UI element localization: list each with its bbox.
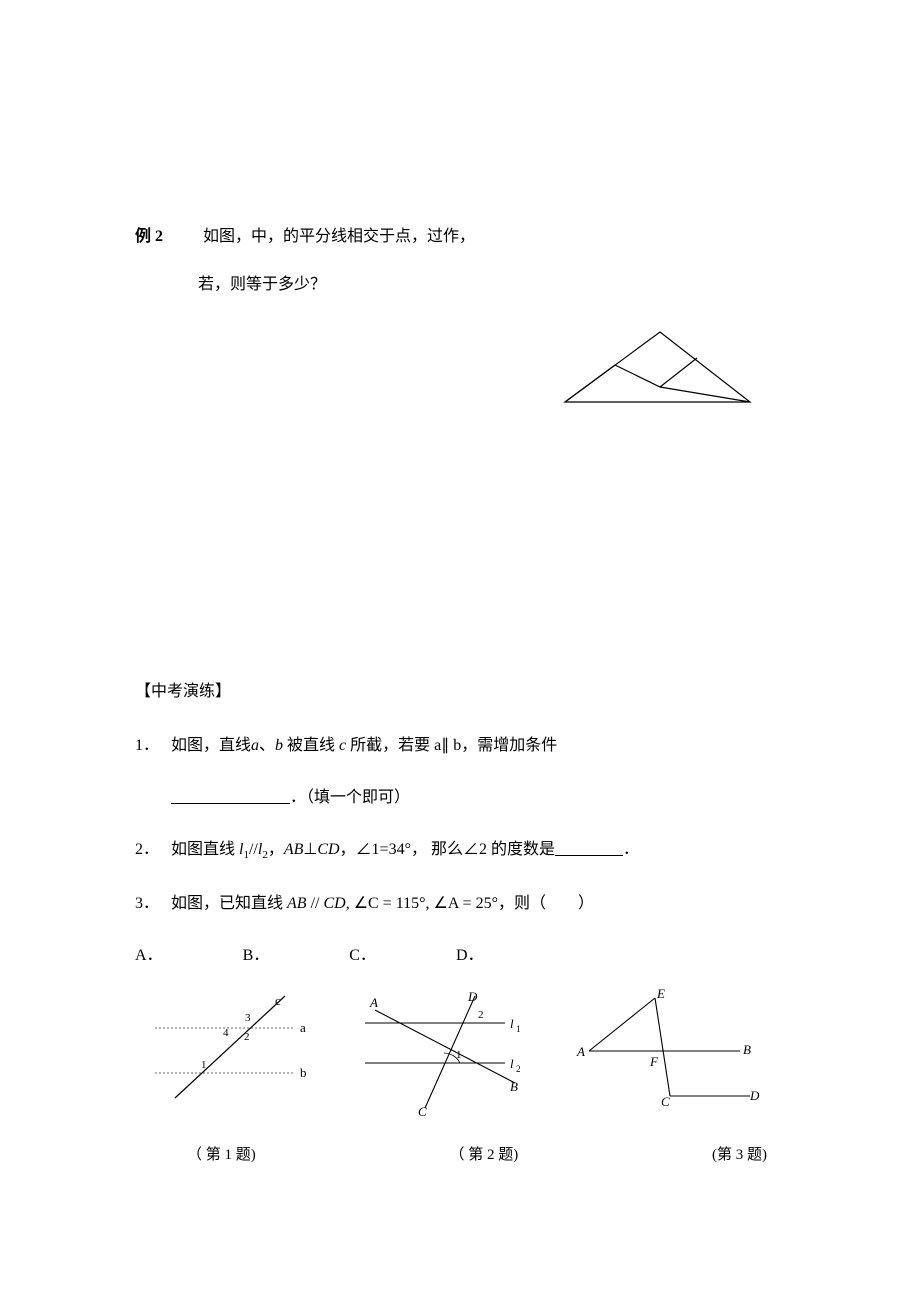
figure-3: E A F B C D [570,988,765,1126]
caption-3: (第 3 题) [712,1144,767,1167]
svg-text:1: 1 [456,1049,462,1061]
q2-text: 如图直线 l1//l2，AB⊥CD，∠1=34°， 那么∠2 的度数是 ． [171,838,785,864]
options-row: A． B． C． D． [135,944,785,968]
svg-text:l: l [510,1056,514,1071]
svg-text:2: 2 [244,1031,250,1043]
svg-text:1: 1 [516,1024,521,1034]
svg-text:A: A [369,995,378,1010]
figure-2: A D l 1 l 2 C B 2 1 [345,988,550,1126]
option-a: A． [135,944,163,968]
option-b: B． [243,944,270,968]
svg-text:C: C [418,1104,427,1118]
option-c: C． [349,944,376,968]
q2-blank [555,841,623,858]
example-label: 例 2 [135,228,163,245]
svg-text:E: E [656,988,665,1001]
q3-num: 3． [135,892,171,916]
caption-2: （ 第 2 题) [450,1144,519,1167]
svg-text:A: A [576,1044,585,1059]
question-3: 3． 如图，已知直线 AB // CD, ∠C = 115°, ∠A = 25°… [135,892,785,916]
q3-text: 如图，已知直线 AB // CD, ∠C = 115°, ∠A = 25°，则（… [171,892,785,916]
figure-1: c a b 3 4 2 1 [135,988,325,1126]
example-triangle-figure [555,327,785,420]
svg-text:F: F [649,1054,659,1069]
figure-2-svg: A D l 1 l 2 C B 2 1 [345,988,550,1118]
captions-row: （ 第 1 题) （ 第 2 题) (第 3 题) [135,1144,785,1167]
svg-text:C: C [661,1094,670,1108]
svg-text:l: l [510,1016,514,1031]
svg-text:4: 4 [223,1027,229,1039]
q1-text: 如图，直线a、b 被直线 c 所截，若要 a∥ b，需增加条件 [171,734,785,758]
q2-num: 2． [135,838,171,864]
option-d: D． [456,944,484,968]
q1-num: 1． [135,734,171,758]
svg-text:a: a [300,1020,306,1035]
svg-text:B: B [510,1079,518,1094]
figures-row: c a b 3 4 2 1 A D l 1 l 2 C B 2 1 [135,988,785,1126]
svg-text:b: b [300,1065,307,1080]
example-2-header: 例 2 如图，中，的平分线相交于点，过作， [135,225,785,249]
question-2: 2． 如图直线 l1//l2，AB⊥CD，∠1=34°， 那么∠2 的度数是 ． [135,838,785,864]
svg-text:c: c [275,993,281,1008]
question-1: 1． 如图，直线a、b 被直线 c 所截，若要 a∥ b，需增加条件 [135,734,785,758]
example-line1: 如图，中，的平分线相交于点，过作， [203,228,475,245]
svg-text:D: D [749,1088,760,1103]
figure-1-svg: c a b 3 4 2 1 [135,988,325,1108]
section-header: 【中考演练】 [135,680,785,704]
caption-1: （ 第 1 题) [187,1144,256,1167]
svg-text:B: B [743,1042,751,1057]
svg-text:2: 2 [478,1009,484,1021]
svg-text:2: 2 [516,1064,521,1074]
example-line2: 若，则等于多少？ [135,273,785,297]
figure-3-svg: E A F B C D [570,988,765,1108]
svg-text:3: 3 [245,1012,251,1024]
svg-text:1: 1 [201,1059,207,1071]
triangle-svg [555,327,755,412]
svg-text:D: D [467,989,478,1004]
q1-continuation: ．（填一个即可） [135,786,785,810]
q1-blank [171,789,290,806]
